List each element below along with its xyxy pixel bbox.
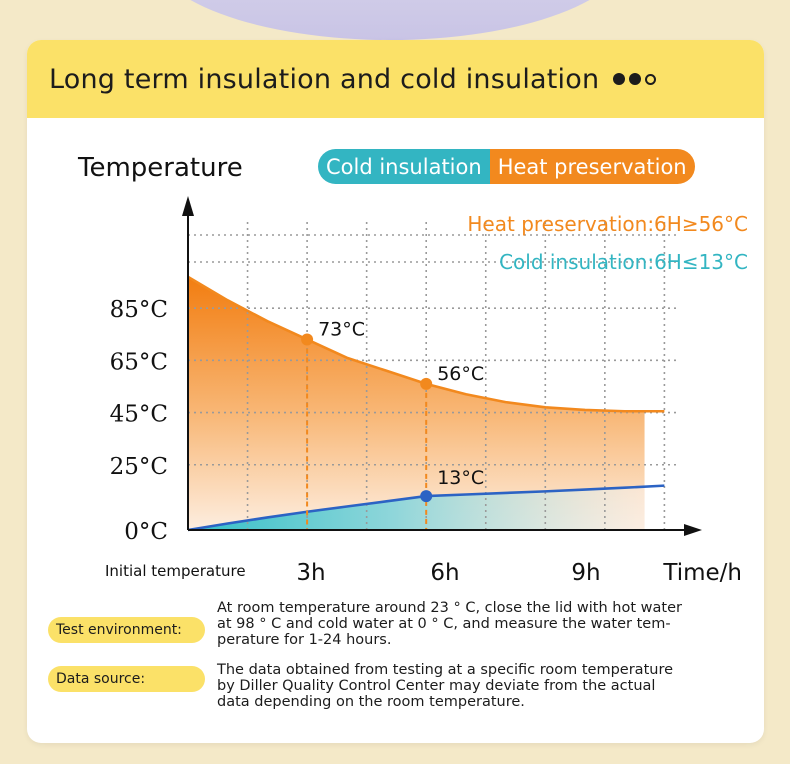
note-line: at 98 ° C and cold water at 0 ° C, and m… [217, 616, 671, 632]
y-tick-label: 45°C [110, 402, 168, 428]
legend-cold-insulation: Cold insulation [318, 149, 490, 184]
data-point [301, 333, 314, 346]
note-tag: Test environment: [48, 617, 205, 643]
data-point [420, 377, 433, 390]
note-line: At room temperature around 23 ° C, close… [217, 600, 682, 616]
notes-section: Test environment: At room temperature ar… [48, 600, 748, 724]
y-tick-label: 65°C [110, 349, 168, 375]
note-text: The data obtained from testing at a spec… [217, 662, 717, 710]
data-label: 13°C [437, 467, 484, 489]
data-label: 73°C [318, 318, 365, 340]
heat-callout: Heat preservation:6H≥56°C [467, 212, 748, 236]
y-tick-label: 85°C [110, 297, 168, 323]
note-tag: Data source: [48, 666, 205, 692]
dot-hollow-icon [645, 73, 657, 85]
card-title: Long term insulation and cold insulation [49, 63, 600, 95]
x-tick-label: 3h [296, 560, 325, 586]
cold-insulation-area [188, 486, 645, 530]
pagination-dots [613, 73, 657, 85]
x-axis-label: Time/h [662, 560, 742, 586]
note-line: by Diller Quality Control Center may dev… [217, 678, 656, 694]
chart-legend: Cold insulation Heat preservation [318, 149, 695, 184]
x-tick-label: Initial temperature [105, 562, 246, 580]
x-tick-label: 6h [430, 560, 459, 586]
y-tick-label: 0°C [124, 519, 168, 545]
y-tick-label: 25°C [110, 454, 168, 480]
note-line: The data obtained from testing at a spec… [217, 662, 674, 678]
note-text: At room temperature around 23 ° C, close… [217, 600, 717, 648]
note-line: data depending on the room temperature. [217, 694, 525, 710]
card-header: Long term insulation and cold insulation [27, 40, 764, 118]
cold-callout: Cold insulation:6H≤13°C [499, 250, 748, 274]
x-axis-arrow-icon [684, 524, 702, 536]
note-line: perature for 1-24 hours. [217, 632, 392, 648]
chart-title: Temperature [78, 153, 243, 183]
dot-filled-icon [629, 73, 642, 85]
x-tick-label: 9h [571, 560, 600, 586]
legend-heat-preservation: Heat preservation [489, 149, 695, 184]
data-point [420, 490, 433, 503]
data-label: 56°C [437, 363, 484, 385]
y-axis-arrow-icon [182, 196, 194, 216]
note-test-environment: Test environment: At room temperature ar… [48, 600, 748, 648]
note-data-source: Data source: The data obtained from test… [48, 662, 748, 710]
dot-filled-icon [613, 73, 626, 85]
